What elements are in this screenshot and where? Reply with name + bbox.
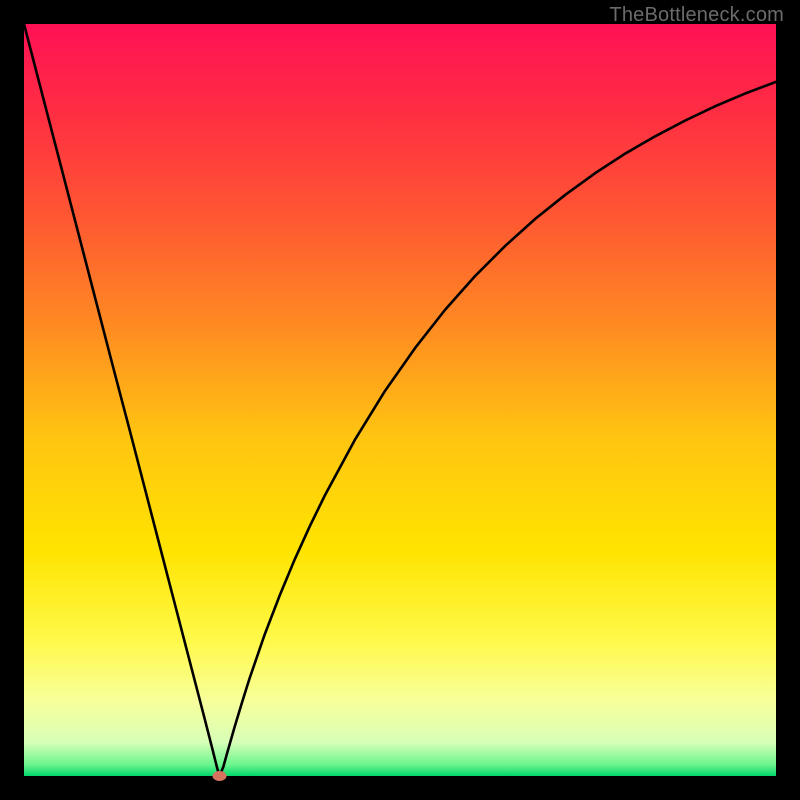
watermark-text: TheBottleneck.com xyxy=(609,4,784,27)
minimum-marker xyxy=(213,771,227,781)
plot-area xyxy=(24,24,776,776)
chart-container: TheBottleneck.com xyxy=(0,0,800,800)
bottleneck-chart xyxy=(0,0,800,800)
